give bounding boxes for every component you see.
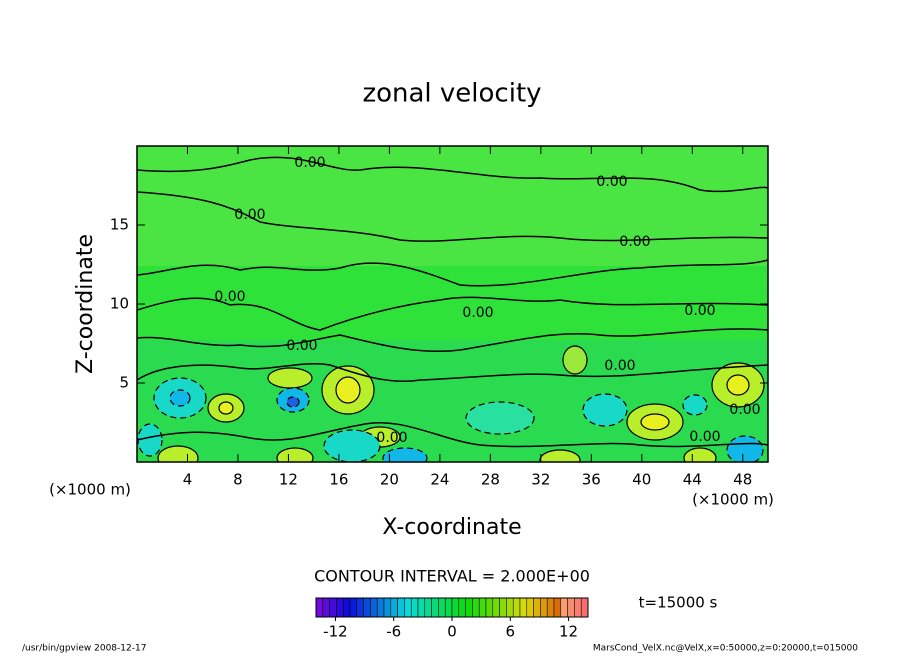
x-tick-label: 40 [632, 471, 651, 489]
x-tick-label: 20 [380, 471, 399, 489]
colorbar-cell [438, 597, 446, 618]
time-label: t=15000 s [639, 594, 718, 612]
x-tick-label: 28 [481, 471, 500, 489]
x-tick-label: 4 [183, 471, 193, 489]
y-tick-label: 5 [119, 374, 129, 392]
colorbar-cell [336, 597, 344, 618]
colorbar-cell [574, 597, 582, 618]
x-tick-label: 44 [683, 471, 702, 489]
colorbar-cell [485, 597, 494, 618]
y-tick-label: 15 [110, 216, 129, 234]
colorbar-cell [472, 597, 480, 618]
colorbar-cell [342, 597, 351, 618]
colorbar-cell [410, 597, 419, 618]
contour-label: 0.00 [684, 303, 715, 319]
colorbar-cell [451, 597, 460, 618]
x-unit: (×1000 m) [49, 481, 131, 499]
colorbar-cell [519, 597, 528, 618]
colorbar-tick-label: 0 [447, 623, 457, 641]
colorbar-cell [356, 597, 364, 618]
contour-label: 0.00 [294, 155, 325, 171]
footer-left: /usr/bin/gpview 2008-12-17 [22, 644, 146, 654]
x-tick-label: 24 [430, 471, 449, 489]
colorbar-cell [431, 597, 439, 618]
colorbar-cell [322, 597, 330, 618]
contour-label: 0.00 [604, 358, 635, 374]
colorbar-cell [349, 597, 358, 618]
colorbar-cell [506, 597, 514, 618]
x-tick-label: 48 [733, 471, 752, 489]
contour-label: 0.00 [286, 338, 317, 354]
x-axis-label: X-coordinate [382, 515, 521, 540]
colorbar-tick-label: -6 [386, 623, 401, 641]
colorbar-cell [370, 597, 378, 618]
colorbar-cell [329, 597, 337, 618]
colorbar-cell [315, 597, 324, 618]
contour-label: 0.00 [619, 234, 650, 250]
contour-label: 0.00 [596, 174, 627, 190]
colorbar-cell [526, 597, 534, 618]
x-tick-label: 36 [582, 471, 601, 489]
colorbar-cell [390, 597, 398, 618]
contour-label: 0.00 [729, 402, 760, 418]
colorbar-cell [376, 597, 385, 618]
colorbar-cell [363, 597, 371, 618]
colorbar-cell [417, 597, 426, 618]
colorbar-tick-label: 12 [559, 623, 578, 641]
colorbar-cell [478, 597, 487, 618]
x-tick-label: 12 [279, 471, 298, 489]
colorbar-cell [580, 597, 589, 618]
colorbar-cell [540, 597, 548, 618]
y-axis-label: Z-coordinate [73, 234, 98, 374]
contour-label: 0.00 [376, 430, 407, 446]
contour-label: 0.00 [214, 289, 245, 305]
y-tick-label: 10 [110, 295, 129, 313]
colorbar-cell [546, 597, 555, 618]
colorbar-cell [444, 597, 453, 618]
contour-label: 0.00 [462, 305, 493, 321]
colorbar-cell [567, 597, 575, 618]
colorbar-tick-label: 6 [506, 623, 516, 641]
colorbar-cell [553, 597, 562, 618]
colorbar-cell [499, 597, 507, 618]
chart-title: zonal velocity [362, 79, 541, 109]
colorbar-cell [458, 597, 466, 618]
colorbar-cell [512, 597, 521, 618]
contour-field [137, 146, 768, 462]
x-unit: (×1000 m) [692, 491, 774, 509]
contour-label: 0.00 [234, 207, 265, 223]
colorbar-cell [383, 597, 392, 618]
colorbar-cell [492, 597, 500, 618]
footer-right: MarsCond_VelX.nc@VelX,x=0:50000,z=0:2000… [593, 644, 858, 654]
colorbar-cell [397, 597, 405, 618]
x-tick-label: 16 [329, 471, 348, 489]
colorbar-cell [404, 597, 412, 618]
colorbar-tick-label: -12 [323, 623, 348, 641]
contour-label: 0.00 [689, 429, 720, 445]
colorbar-cell [424, 597, 432, 618]
x-tick-label: 32 [531, 471, 550, 489]
colorbar-cell [465, 597, 473, 618]
colorbar-cell [533, 597, 541, 618]
x-tick-label: 8 [233, 471, 243, 489]
colorbar-cell [560, 597, 568, 618]
contour-interval: CONTOUR INTERVAL = 2.000E+00 [314, 567, 590, 586]
